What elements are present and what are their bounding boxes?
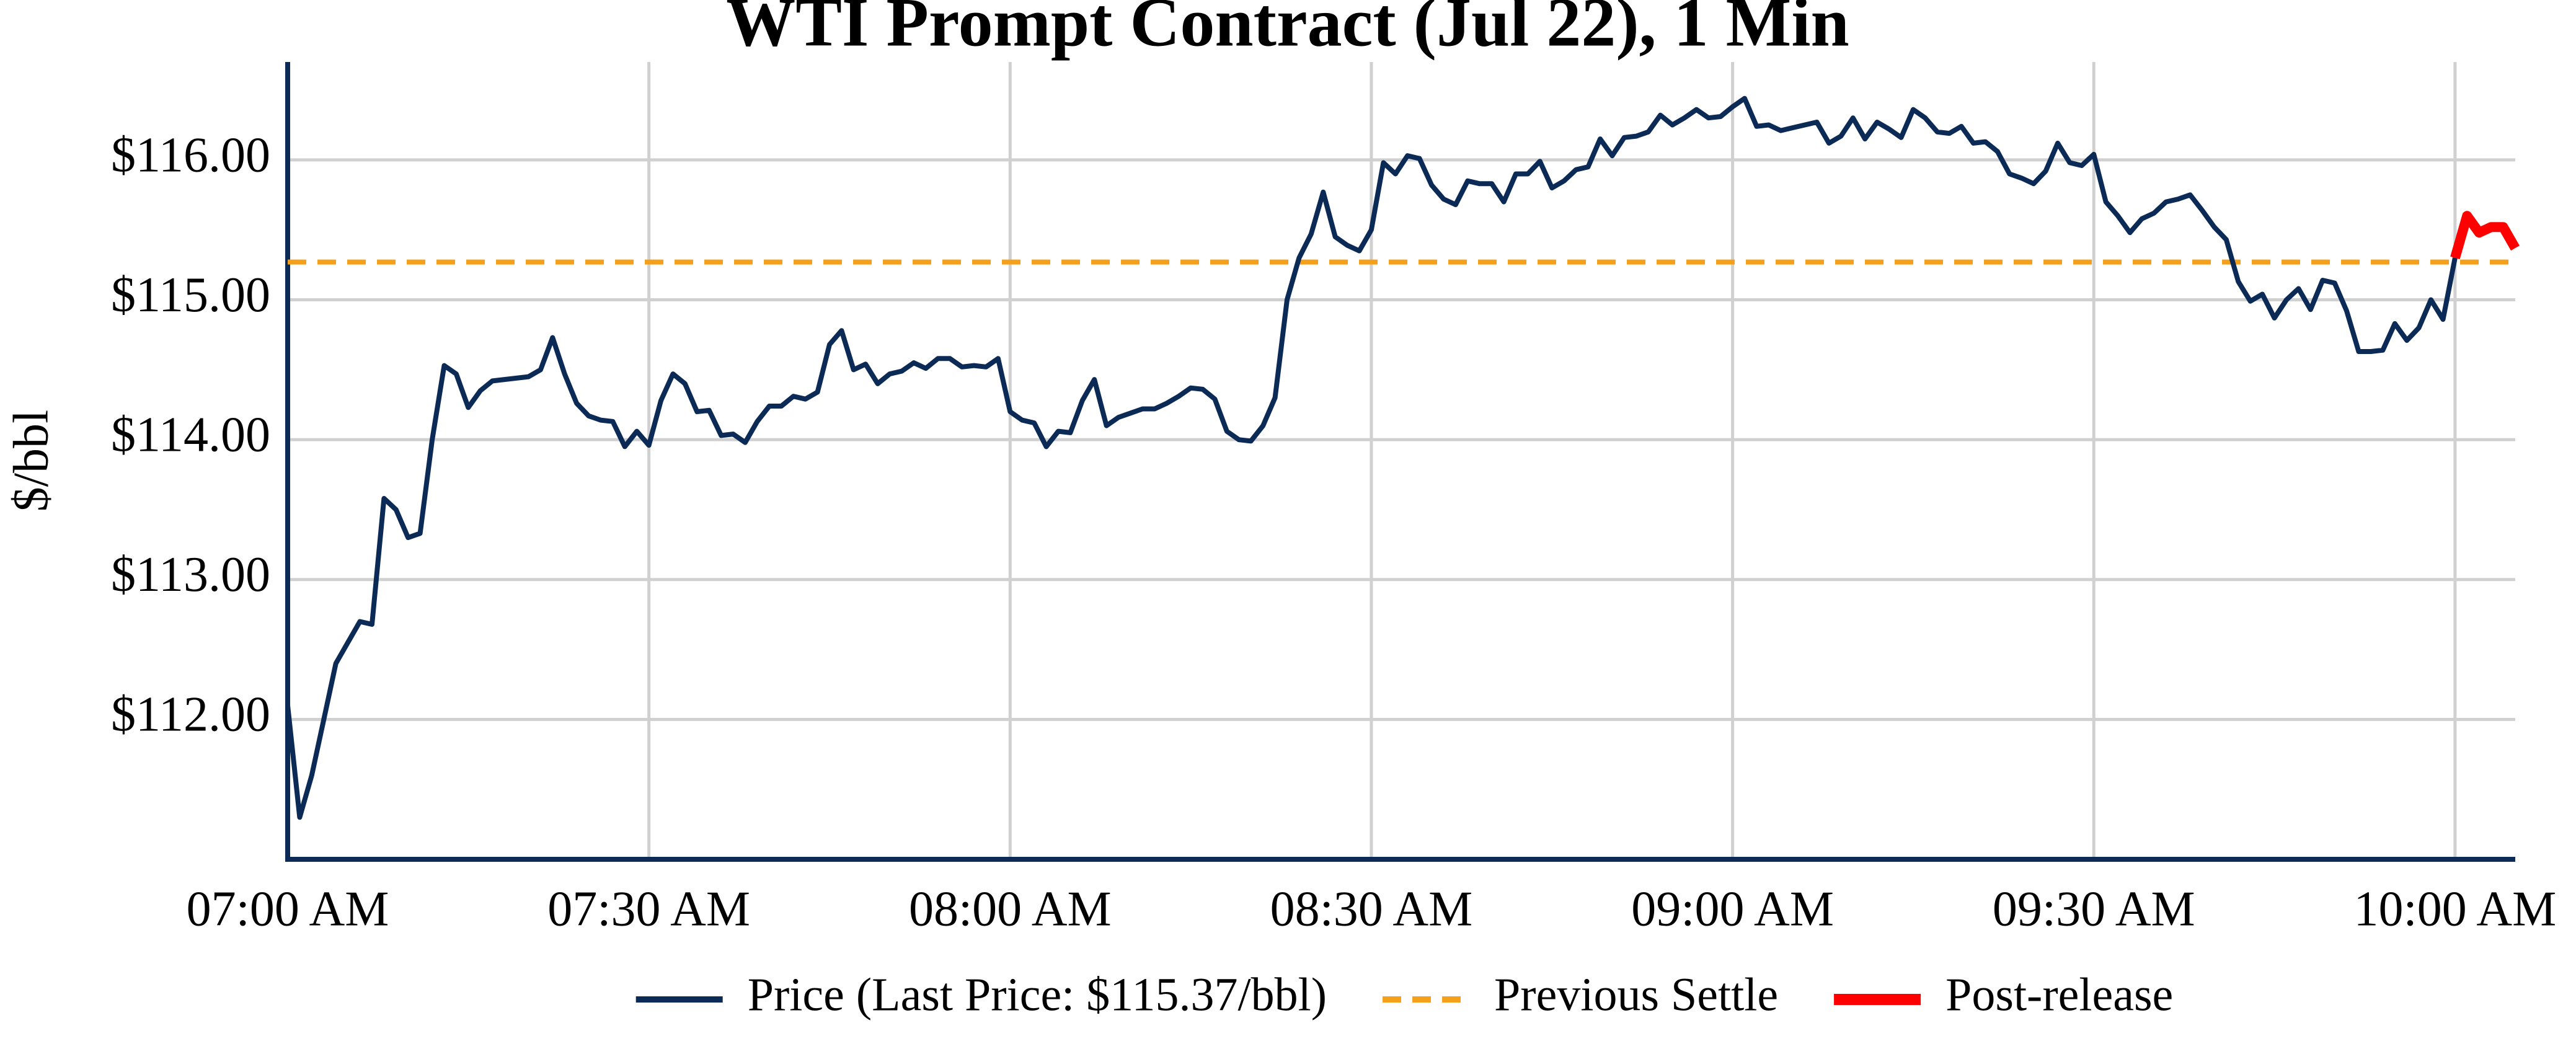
- x-tick-label: 09:00 AM: [1631, 882, 1834, 936]
- x-tick-label: 10:00 AM: [2354, 882, 2557, 936]
- legend-label: Post-release: [1945, 968, 2173, 1021]
- y-tick-label: $114.00: [111, 408, 270, 463]
- price-line: [285, 95, 2458, 820]
- y-axis-label: $/bbl: [4, 410, 58, 512]
- price-line: [2450, 211, 2520, 260]
- legend-label: Previous Settle: [1494, 968, 1778, 1021]
- y-tick-label: $112.00: [111, 688, 270, 742]
- x-tick-label: 07:30 AM: [547, 882, 750, 936]
- y-tick-label: $115.00: [111, 268, 270, 322]
- x-tick-label: 07:00 AM: [187, 882, 389, 936]
- y-tick-label: $116.00: [111, 128, 270, 182]
- y-tick-label: $113.00: [111, 547, 270, 602]
- chart-title: WTI Prompt Contract (Jul 22), 1 Min: [726, 0, 1849, 61]
- legend-label: Price (Last Price: $115.37/bbl): [748, 968, 1327, 1021]
- x-tick-label: 08:00 AM: [909, 882, 1112, 936]
- x-tick-label: 09:30 AM: [1993, 882, 2195, 936]
- x-tick-label: 08:30 AM: [1270, 882, 1473, 936]
